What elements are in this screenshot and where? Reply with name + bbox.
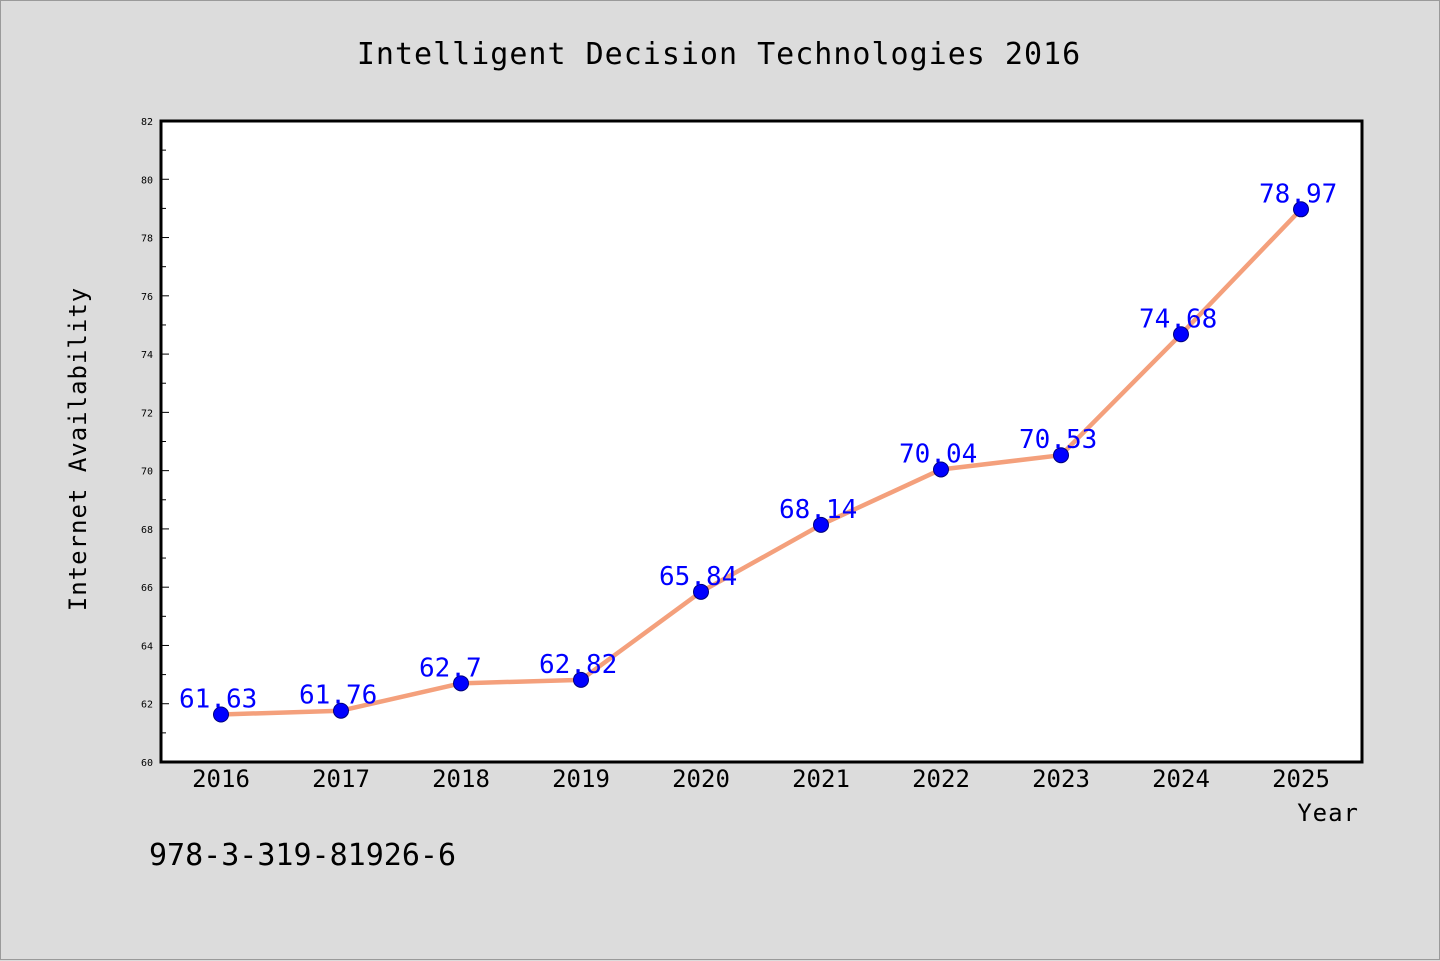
data-point	[1293, 201, 1309, 218]
x-tick-label: 2025	[1272, 765, 1330, 793]
data-label: 62.82	[539, 650, 617, 680]
data-label: 65.84	[659, 562, 737, 592]
data-label: 70.53	[1019, 425, 1097, 455]
data-label: 70.04	[899, 439, 977, 469]
x-tick-label: 2022	[912, 765, 970, 793]
y-axis: 60 62 64 66 68 70 72 74 76 78 80 82	[141, 117, 169, 769]
data-labels-layer: 61.63 61.76 62.7 62.82 65.84 68.14 70.04 70.53 7…	[179, 179, 1337, 714]
data-point	[453, 675, 469, 692]
y-tick-label: 82	[141, 117, 153, 128]
y-tick-label: 66	[141, 583, 153, 594]
data-label: 68.14	[779, 495, 857, 525]
x-tick-label: 2020	[672, 765, 730, 793]
data-label: 78.97	[1259, 179, 1337, 209]
y-axis-label: Internet Availability	[64, 287, 92, 611]
data-label: 74.68	[1139, 304, 1217, 334]
x-axis: 2016 2017 2018 2019 2020 2021 2022 2023 2024 2025	[192, 765, 1330, 793]
plot-area	[159, 119, 1364, 764]
x-tick-label: 2023	[1032, 765, 1090, 793]
y-tick-label: 76	[141, 292, 153, 303]
data-point	[1053, 447, 1069, 464]
isbn-note: 978-3-319-81926-6	[149, 838, 456, 873]
y-tick-label: 68	[141, 525, 153, 536]
y-tick-label: 74	[141, 350, 153, 361]
data-point	[573, 671, 589, 688]
data-point	[933, 461, 949, 478]
x-tick-label: 2018	[432, 765, 490, 793]
x-tick-label: 2017	[312, 765, 370, 793]
x-tick-label: 2019	[552, 765, 610, 793]
data-label: 61.63	[179, 685, 257, 715]
x-tick-label: 2024	[1152, 765, 1210, 793]
x-tick-label: 2021	[792, 765, 850, 793]
data-point	[693, 583, 709, 600]
y-tick-label: 70	[141, 467, 153, 478]
series-line	[218, 207, 1304, 717]
data-point	[213, 706, 229, 723]
y-tick-label: 72	[141, 408, 153, 419]
y-tick-label: 80	[141, 175, 153, 186]
series-layer	[213, 201, 1309, 723]
y-tick-label: 78	[141, 234, 153, 245]
y-tick-label: 64	[141, 641, 153, 652]
y-tick-label: 60	[141, 758, 153, 769]
chart-title: Intelligent Decision Technologies 2016	[357, 37, 1081, 72]
y-tick-label: 62	[141, 700, 153, 711]
data-label: 61.76	[299, 681, 377, 711]
data-point	[333, 702, 349, 719]
x-tick-label: 2016	[192, 765, 250, 793]
data-label: 62.7	[419, 653, 482, 683]
x-axis-label: Year	[1297, 799, 1359, 827]
data-point	[1173, 326, 1189, 343]
data-point	[813, 516, 829, 533]
